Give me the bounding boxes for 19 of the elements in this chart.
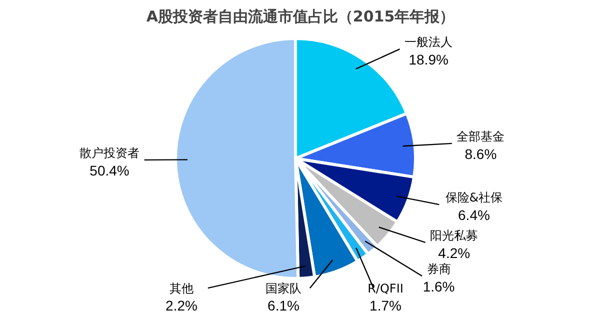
slice-label: 其他 <box>170 281 194 296</box>
data-label: 1.6% <box>422 278 455 294</box>
data-label: 1.7% <box>370 298 402 314</box>
slice-label: 国家队 <box>266 281 302 296</box>
slice-label: 散户投资者 <box>80 146 140 160</box>
slice-label: 阳光私募 <box>430 228 478 242</box>
slice-label: 全部基金 <box>456 129 505 144</box>
slice-label: 券商 <box>426 262 451 276</box>
data-label: 6.4% <box>458 206 490 223</box>
data-label: 6.1% <box>268 298 300 314</box>
slice-label: R/QFII <box>368 281 404 296</box>
data-label: 18.9% <box>408 51 448 68</box>
slice-label: 一般法人 <box>404 35 453 50</box>
slice-label: 保险&社保 <box>445 190 503 205</box>
data-label: 8.6% <box>464 146 497 162</box>
data-label: 2.2% <box>166 298 198 314</box>
chart-title: A股投资者自由流通市值占比（2015年年报） <box>146 8 455 26</box>
data-label: 4.2% <box>438 244 470 261</box>
data-label: 50.4% <box>90 162 130 178</box>
